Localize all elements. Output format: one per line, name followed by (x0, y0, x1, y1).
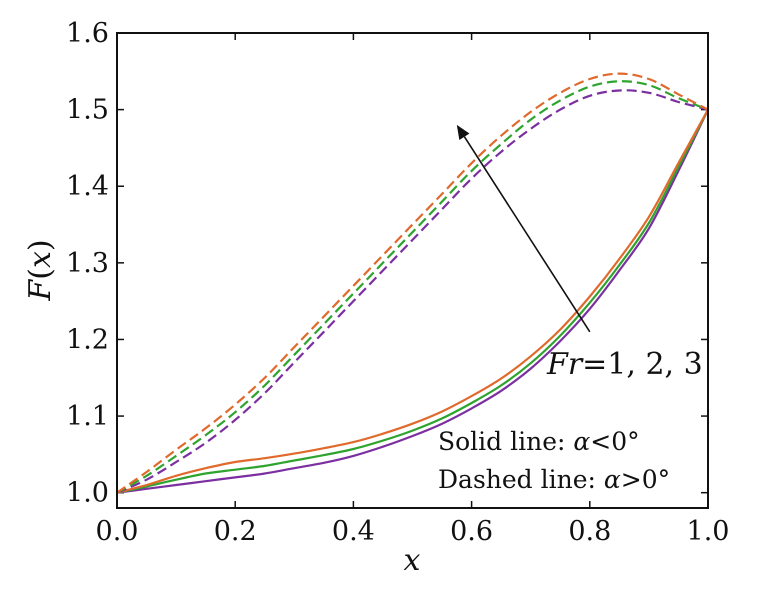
x-axis-label: x (404, 543, 421, 578)
y-tick-label: 1.2 (66, 324, 109, 355)
series-group (116, 72, 709, 494)
solid-series-line-2 (116, 109, 709, 494)
fr-annotation: Fr=1, 2, 3 (546, 347, 703, 382)
dashed-line-legend: Dashed line: α>0° (438, 465, 670, 494)
solid-line-legend: Solid line: α<0° (438, 427, 640, 456)
x-tick-label: 0.4 (332, 516, 375, 547)
y-tick-label: 1.4 (66, 171, 109, 202)
x-tick-label: 0.2 (214, 516, 257, 547)
plot-frame (116, 32, 709, 509)
x-tick-label: 0.6 (450, 516, 493, 547)
solid-series-line-1 (116, 109, 709, 494)
dashed-series-line-5 (116, 72, 709, 494)
solid-series-line-0 (116, 109, 709, 494)
y-tick-label: 1.1 (66, 401, 109, 432)
y-axis-label: F(x) (23, 239, 58, 301)
y-tick-label: 1.3 (66, 248, 109, 279)
x-tick-label: 1.0 (687, 516, 730, 547)
arrow-group (456, 124, 591, 333)
trend-arrow-head (456, 124, 470, 140)
y-tick-label: 1.5 (66, 95, 109, 126)
x-tick-label: 0.0 (96, 516, 139, 547)
dashed-series-line-4 (116, 80, 709, 494)
dashed-series-line-3 (116, 89, 709, 494)
trend-arrow-shaft (463, 136, 591, 333)
y-tick-label: 1.0 (66, 478, 109, 509)
x-tick-label: 0.8 (568, 516, 611, 547)
y-tick-label: 1.6 (66, 18, 109, 49)
ticks: 0.0 0.2 0.4 0.6 0.8 1.0 1.0 1.1 1.2 1.3 1.4 1.5 1.6 (66, 18, 729, 547)
